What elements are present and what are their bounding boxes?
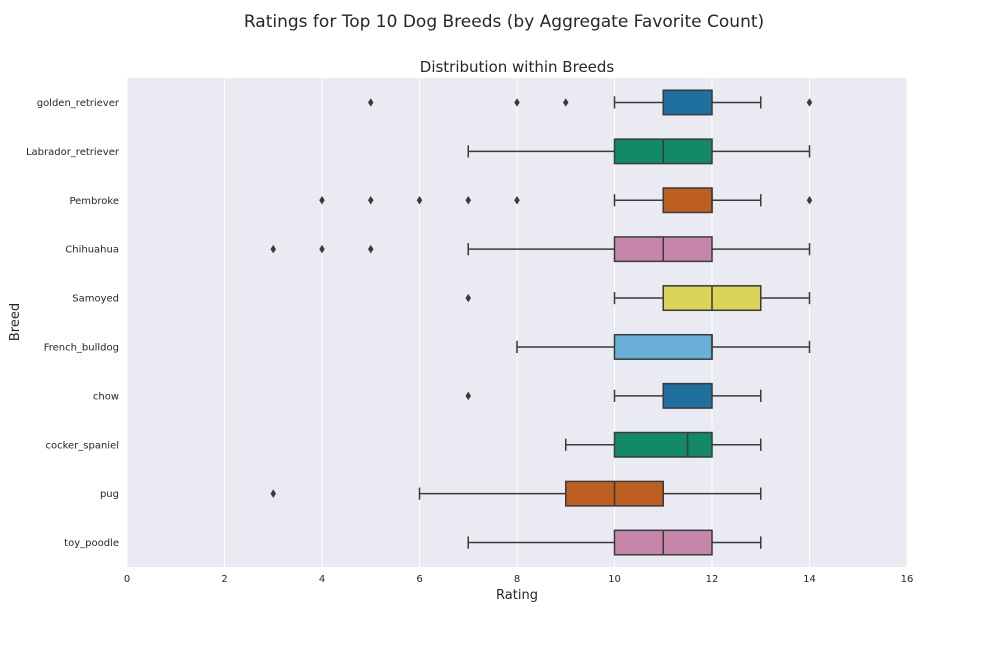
box-French_bulldog xyxy=(516,333,811,360)
box-Pembroke xyxy=(319,187,813,214)
y-category-label: Labrador_retriever xyxy=(26,147,120,158)
x-tick-label: 0 xyxy=(124,574,130,585)
box-pug xyxy=(270,480,762,507)
chart-title: Distribution within Breeds xyxy=(420,58,615,76)
chart-suptitle: Ratings for Top 10 Dog Breeds (by Aggreg… xyxy=(244,12,764,32)
x-tick-label: 12 xyxy=(706,574,719,585)
y-category-label: chow xyxy=(93,391,119,402)
x-axis-label: Rating xyxy=(496,588,538,603)
box-series xyxy=(270,89,813,556)
outlier-point xyxy=(514,98,520,107)
x-tick-label: 10 xyxy=(608,574,621,585)
box-Samoyed xyxy=(465,285,811,312)
iqr-box xyxy=(662,89,713,116)
y-category-label: Pembroke xyxy=(69,196,119,207)
x-tick-label: 16 xyxy=(901,574,914,585)
box-golden_retriever xyxy=(367,89,813,116)
y-category-label: Samoyed xyxy=(72,294,119,305)
x-tick-label: 6 xyxy=(416,574,422,585)
x-tick-label: 4 xyxy=(319,574,325,585)
y-category-label: cocker_spaniel xyxy=(45,440,119,451)
y-category-label: Chihuahua xyxy=(65,245,119,256)
box-toy_poodle xyxy=(467,529,762,556)
outlier-point xyxy=(367,98,374,107)
outlier-point xyxy=(806,196,813,205)
y-category-label: French_bulldog xyxy=(44,342,119,353)
outlier-point xyxy=(319,244,325,254)
outlier-point xyxy=(465,196,472,205)
outlier-point xyxy=(465,391,472,401)
x-tick-label: 14 xyxy=(803,574,816,585)
outlier-point xyxy=(367,196,374,205)
box-cocker_spaniel xyxy=(565,431,762,458)
iqr-box xyxy=(613,431,713,458)
box-Chihuahua xyxy=(270,236,811,263)
grid-lines xyxy=(126,78,908,567)
x-tick-label: 8 xyxy=(514,574,520,585)
box-Labrador_retriever xyxy=(467,138,811,165)
outlier-point xyxy=(416,196,423,205)
outlier-point xyxy=(270,489,277,498)
x-tick-label: 2 xyxy=(221,574,227,585)
outlier-point xyxy=(319,196,325,205)
y-category-labels: golden_retriever Labrador_retriever Pembro… xyxy=(26,98,120,549)
outlier-point xyxy=(806,98,813,107)
iqr-box xyxy=(662,187,713,214)
outlier-point xyxy=(514,196,520,205)
y-category-label: pug xyxy=(100,489,119,500)
y-category-label: golden_retriever xyxy=(37,98,120,109)
outlier-point xyxy=(270,244,277,254)
outlier-point xyxy=(562,98,569,107)
outlier-point xyxy=(367,244,374,254)
box-chow xyxy=(465,382,762,409)
y-axis-label: Breed xyxy=(8,303,23,341)
iqr-box xyxy=(662,382,713,409)
x-tick-labels: 0 2 4 6 8 10 12 14 16 xyxy=(124,574,914,585)
y-category-label: toy_poodle xyxy=(64,538,119,549)
iqr-box xyxy=(613,333,713,360)
outlier-point xyxy=(465,293,472,303)
